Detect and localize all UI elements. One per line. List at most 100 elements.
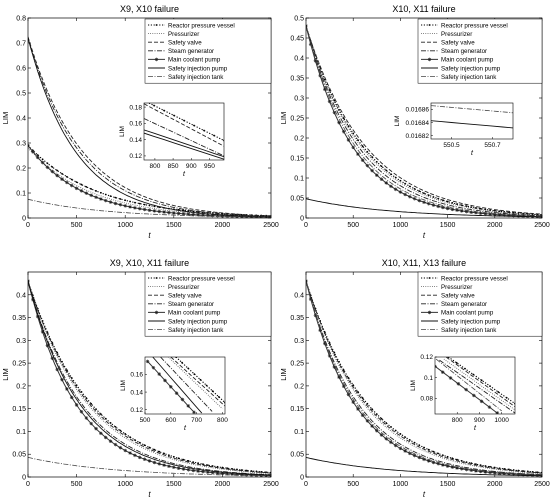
series-reactor-pressure-vessel-point bbox=[90, 402, 93, 405]
legend-entry: Reactor pressure vessel bbox=[441, 275, 508, 282]
series-main-coolant-pump-point bbox=[99, 197, 103, 201]
legend-entry: Safety injection tank bbox=[441, 327, 497, 334]
series-reactor-pressure-vessel-point bbox=[134, 439, 136, 441]
series-main-coolant-pump-point bbox=[511, 213, 516, 218]
series-group bbox=[306, 279, 542, 477]
y-tick-label: 0.2 bbox=[16, 166, 26, 173]
series-main-coolant-pump-point bbox=[360, 158, 365, 162]
series-main-coolant-pump-point bbox=[133, 453, 137, 458]
x-tick-label: 500 bbox=[347, 481, 359, 488]
series-main-coolant-pump-point bbox=[40, 160, 45, 165]
series-reactor-pressure-vessel-point bbox=[380, 165, 383, 168]
series-main-coolant-pump-point bbox=[393, 187, 398, 192]
series-steam-generator-line bbox=[306, 25, 542, 217]
y-tick-label: 0.4 bbox=[16, 116, 26, 123]
series-reactor-pressure-vessel-point bbox=[437, 452, 440, 455]
series-main-coolant-pump-point bbox=[346, 392, 351, 397]
legend-entry: Steam generator bbox=[168, 301, 214, 308]
series-reactor-pressure-vessel-point bbox=[260, 470, 263, 473]
series-reactor-pressure-vessel-point bbox=[394, 429, 397, 432]
x-tick-label: 2000 bbox=[215, 481, 231, 488]
series-reactor-pressure-vessel-point bbox=[192, 461, 195, 463]
series-main-coolant-pump-point bbox=[370, 424, 374, 428]
series-main-coolant-pump-point bbox=[128, 205, 132, 209]
series-reactor-pressure-vessel-point bbox=[408, 439, 411, 441]
series-main-coolant-pump-point bbox=[191, 212, 196, 217]
series-reactor-pressure-vessel-point bbox=[375, 160, 378, 163]
series-main-coolant-pump-point bbox=[181, 467, 186, 471]
legend-entry: Steam generator bbox=[168, 48, 214, 55]
inset-y-tick-label: 0.01682 bbox=[406, 133, 430, 140]
series-reactor-pressure-vessel-point bbox=[357, 390, 359, 393]
plot-frame bbox=[27, 17, 272, 219]
series-reactor-pressure-vessel-point bbox=[390, 426, 392, 428]
series-main-coolant-pump-point bbox=[337, 120, 341, 125]
series-reactor-pressure-vessel-point bbox=[352, 384, 355, 387]
series-main-coolant-pump-point bbox=[459, 209, 464, 213]
series-main-coolant-pump-point bbox=[488, 470, 492, 475]
series-reactor-pressure-vessel-point bbox=[503, 210, 506, 213]
series-main-coolant-pump-point bbox=[196, 213, 200, 217]
series-main-coolant-pump-point bbox=[84, 416, 89, 420]
inset-series-main-coolant-pump-point bbox=[440, 370, 445, 374]
inset-series-reactor-pressure-vessel-point bbox=[163, 109, 165, 112]
legend-entry: Safety injection pump bbox=[168, 65, 228, 72]
series-reactor-pressure-vessel-point bbox=[187, 460, 190, 462]
series-reactor-pressure-vessel-point bbox=[148, 446, 151, 449]
series-reactor-pressure-vessel-point bbox=[56, 169, 59, 172]
series-main-coolant-pump-point bbox=[235, 472, 239, 477]
x-tick-label: 1500 bbox=[166, 481, 182, 488]
series-reactor-pressure-vessel-point bbox=[153, 448, 156, 451]
series-main-coolant-pump-point bbox=[441, 463, 445, 467]
series-reactor-pressure-vessel-point bbox=[366, 402, 369, 405]
series-main-coolant-pump-point bbox=[152, 460, 157, 465]
inset-series-pressurizer-line bbox=[167, 357, 223, 410]
series-safety-injection-pump-line bbox=[306, 456, 542, 477]
inset-series-reactor-pressure-vessel-point bbox=[489, 385, 491, 388]
x-tick-label: 1000 bbox=[393, 481, 409, 488]
series-reactor-pressure-vessel-point bbox=[404, 436, 407, 438]
series-main-coolant-pump-point bbox=[244, 473, 249, 477]
legend-swatch-point bbox=[428, 24, 431, 26]
legend-box bbox=[417, 18, 543, 84]
y-tick-label: 0.05 bbox=[12, 452, 26, 459]
series-reactor-pressure-vessel-point bbox=[465, 205, 468, 208]
inset-series-reactor-pressure-vessel-point bbox=[153, 104, 155, 107]
y-tick-label: 0.15 bbox=[12, 406, 26, 413]
series-reactor-pressure-vessel-point bbox=[465, 461, 468, 463]
series-reactor-pressure-vessel-point bbox=[41, 158, 44, 161]
series-main-coolant-pump-point bbox=[530, 473, 535, 477]
y-tick-label: 0.2 bbox=[16, 383, 26, 390]
inset-x-tick-label: 500 bbox=[140, 417, 151, 424]
series-main-coolant-pump-point bbox=[84, 191, 89, 195]
series-main-coolant-pump-point bbox=[45, 343, 50, 348]
series-reactor-pressure-vessel-point bbox=[418, 444, 421, 447]
inset-series-main-coolant-pump-point bbox=[151, 365, 156, 370]
series-safety-injection-pump-line bbox=[28, 37, 271, 218]
legend-entry: Safety valve bbox=[441, 40, 475, 47]
series-main-coolant-pump-point bbox=[445, 464, 450, 468]
inset-frame bbox=[144, 356, 226, 415]
inset-plot: 550.5 550.7 0.01682 0.01684 0.01686 t LIM bbox=[394, 102, 514, 157]
x-axis-label: t bbox=[423, 231, 426, 240]
inset-y-tick-label: 0.16 bbox=[130, 372, 143, 379]
inset-series-reactor-pressure-vessel-point bbox=[183, 119, 185, 122]
series-main-coolant-pump-point bbox=[133, 206, 137, 210]
series-main-coolant-pump-point bbox=[488, 212, 492, 216]
series-main-coolant-pump-point bbox=[426, 201, 431, 206]
series-main-coolant-pump-point bbox=[137, 206, 142, 211]
series-main-coolant-pump-point bbox=[69, 183, 74, 188]
inset-series-reactor-pressure-vessel-point bbox=[497, 391, 500, 393]
series-main-coolant-pump-point bbox=[384, 181, 389, 185]
y-tick-label: 0.3 bbox=[294, 338, 304, 345]
series-main-coolant-pump-point bbox=[176, 466, 181, 470]
series-main-coolant-pump-point bbox=[478, 211, 483, 216]
legend-entry: Steam generator bbox=[441, 301, 487, 308]
inset-series-main-coolant-pump-point bbox=[435, 364, 437, 369]
y-axis-label: LIM bbox=[279, 112, 288, 125]
legend-entry: Main coolant pump bbox=[168, 57, 221, 64]
inset-series-reactor-pressure-vessel-point bbox=[193, 373, 196, 375]
series-main-coolant-pump-point bbox=[323, 87, 327, 92]
series-main-coolant-pump-point bbox=[403, 192, 407, 197]
